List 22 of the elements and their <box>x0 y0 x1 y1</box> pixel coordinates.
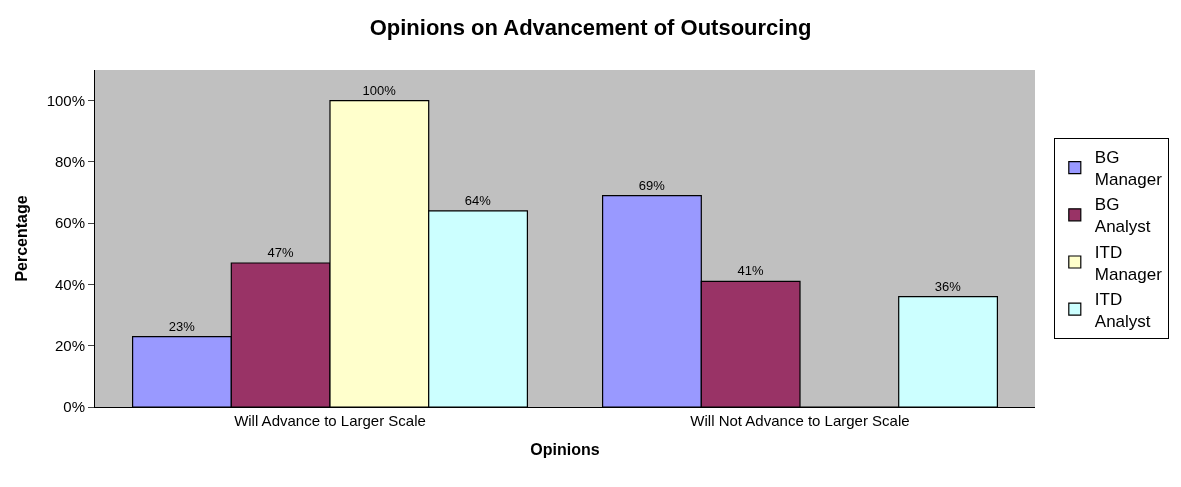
data-label: 41% <box>737 263 764 279</box>
y-tick-label: 0% <box>63 398 85 416</box>
x-tick-label: Will Advance to Larger Scale <box>234 412 426 429</box>
y-tick-label: 100% <box>46 91 85 109</box>
legend-label: ITD Manager <box>1094 242 1163 284</box>
y-axis-title: Percentage <box>12 195 30 282</box>
x-axis-title: Opinions <box>530 440 600 458</box>
data-label: 64% <box>464 192 492 208</box>
data-label: 36% <box>934 278 962 294</box>
y-tick-label: 60% <box>54 214 85 232</box>
legend-label: BG Analyst <box>1094 195 1151 237</box>
data-label: 23% <box>168 318 196 334</box>
data-label: 47% <box>267 245 294 261</box>
data-label: 100% <box>362 82 397 98</box>
legend-label: ITD Analyst <box>1094 289 1151 331</box>
y-tick-label: 40% <box>54 275 85 293</box>
legend-label: BG Manager <box>1094 148 1163 190</box>
y-tick-label: 20% <box>54 336 85 354</box>
x-tick-label: Will Not Advance to Larger Scale <box>690 412 910 429</box>
y-tick-label: 80% <box>54 153 85 171</box>
chart-title: Opinions on Advancement of Outsourcing <box>369 14 812 40</box>
data-label: 69% <box>638 177 666 193</box>
